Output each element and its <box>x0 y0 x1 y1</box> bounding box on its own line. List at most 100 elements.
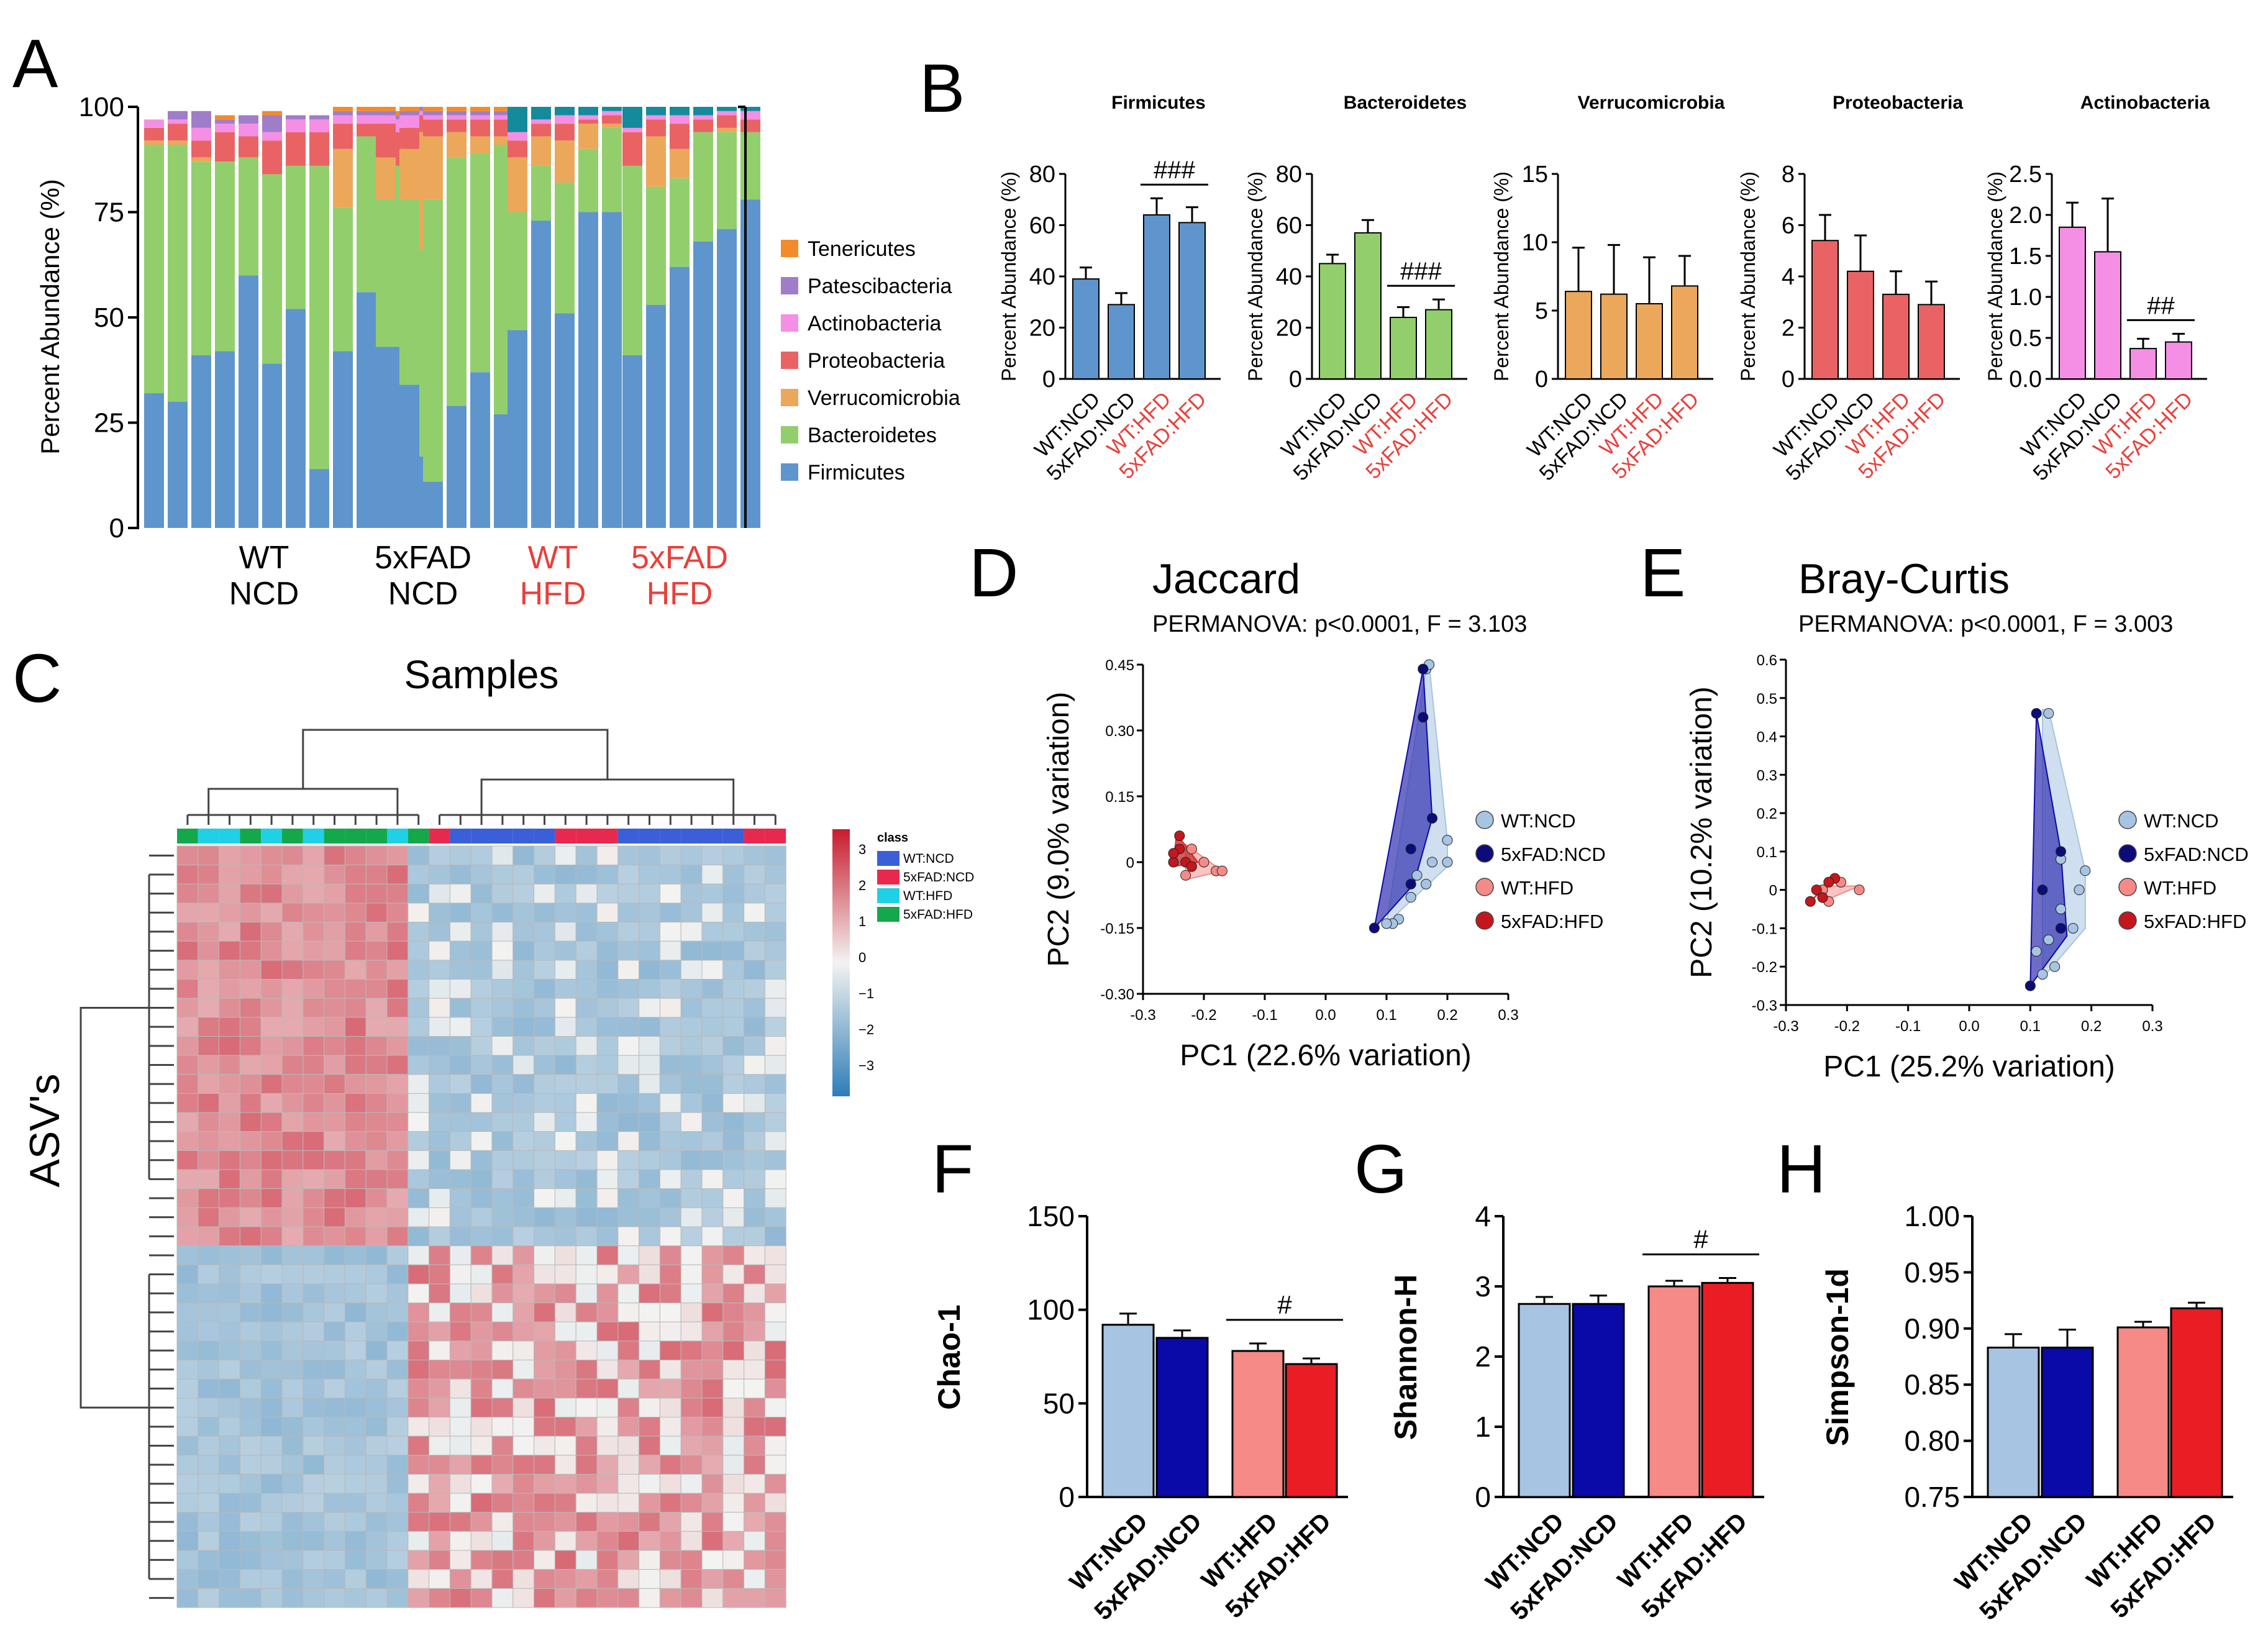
legend-label: WT:HFD <box>2144 877 2216 899</box>
y-tick-label: 100 <box>79 92 124 122</box>
stack-segment-bacteroidetes <box>555 183 575 314</box>
stack-segment-other <box>717 107 737 111</box>
heatmap-cell <box>219 1169 240 1189</box>
heatmap-cell <box>491 1340 514 1361</box>
heatmap-cell <box>575 960 598 980</box>
heatmap-cell <box>219 1207 240 1227</box>
heatmap-cell <box>491 1321 514 1342</box>
y-tick-label: 75 <box>94 198 124 228</box>
heatmap-cell <box>554 1074 576 1094</box>
class-strip-cell <box>639 829 660 844</box>
heatmap-cell <box>701 1360 724 1380</box>
heatmap-cell <box>386 1188 409 1208</box>
heatmap-cell <box>303 1264 325 1285</box>
heatmap-cell <box>344 940 367 961</box>
heatmap-cell <box>722 1112 745 1132</box>
heatmap-cell <box>344 1017 367 1037</box>
stack-segment-other <box>622 107 642 128</box>
data-point <box>1186 861 1197 872</box>
y-axis-label: Shannon-H <box>1388 1275 1423 1440</box>
heatmap-cell <box>617 940 640 961</box>
heatmap-cell <box>260 1036 283 1056</box>
heatmap-cell <box>303 1493 325 1513</box>
heatmap-cell <box>617 1588 640 1608</box>
stack-segment-firmicutes <box>646 304 666 528</box>
heatmap-cell <box>744 883 765 904</box>
heatmap-cell <box>408 1360 430 1380</box>
legend-label: Firmicutes <box>808 461 905 484</box>
heatmap-cell <box>239 1321 262 1342</box>
stack-segment-actinobacteria <box>376 115 396 124</box>
heatmap-cell <box>303 1074 325 1094</box>
heatmap-cell <box>198 1017 220 1037</box>
y-tick-label: 50 <box>94 302 124 333</box>
stack-segment-firmicutes <box>168 401 188 528</box>
heatmap-cell <box>344 1188 367 1208</box>
heatmap-cell <box>764 1131 786 1151</box>
y-tick-label: 8 <box>1782 161 1795 188</box>
heatmap-cell <box>198 845 220 866</box>
heatmap-cell <box>429 998 450 1018</box>
heatmap-cell <box>744 1588 765 1608</box>
heatmap-cell <box>722 1245 745 1265</box>
heatmap-cell <box>429 1569 450 1589</box>
heatmap-cell <box>324 1112 345 1132</box>
heatmap-cell <box>764 979 786 999</box>
heatmap-cell <box>534 883 555 904</box>
heatmap-cell <box>554 1550 576 1570</box>
heatmap-cell <box>701 979 724 999</box>
heatmap-cell <box>554 903 576 923</box>
heatmap-cell <box>659 1473 681 1494</box>
heatmap-cell <box>680 1036 703 1056</box>
heatmap-cell <box>324 1207 345 1227</box>
heatmap-cell <box>429 1378 450 1399</box>
heatmap-cell <box>198 1036 220 1056</box>
heatmap-cell <box>575 1493 598 1513</box>
heatmap-cell <box>722 1169 745 1189</box>
heatmap-cell <box>534 1226 555 1247</box>
stack-segment-proteobacteria <box>357 124 376 137</box>
heatmap-cell <box>303 1169 325 1189</box>
heatmap-cell <box>408 1588 430 1608</box>
heatmap-cell <box>617 1512 640 1532</box>
legend-title: class <box>877 831 908 845</box>
heatmap-cell <box>554 1207 576 1227</box>
colorbar-tick: −2 <box>858 1022 874 1037</box>
heatmap-cell <box>198 1226 220 1247</box>
heatmap-cell <box>554 940 576 961</box>
heatmap-cell <box>639 1207 660 1227</box>
heatmap-cell <box>722 865 745 885</box>
heatmap-cell <box>639 1074 660 1094</box>
stack-segment-patescibacteria <box>470 111 490 116</box>
heatmap-cell <box>198 1264 220 1285</box>
heatmap-cell <box>575 1569 598 1589</box>
heatmap-cell <box>744 1131 765 1151</box>
heatmap-cell <box>639 865 660 885</box>
heatmap-cell <box>764 960 786 980</box>
heatmap-cell <box>575 1188 598 1208</box>
stack-segment-firmicutes <box>333 351 353 528</box>
stack-segment-bacteroidetes <box>602 127 622 212</box>
heatmap-cell <box>219 1093 240 1113</box>
data-point <box>2024 980 2036 991</box>
stack-segment-proteobacteria <box>670 124 690 149</box>
heatmap-cell <box>219 1398 240 1418</box>
heatmap-cell <box>617 1055 640 1075</box>
class-strip-cell <box>617 829 639 844</box>
heatmap-cell <box>722 1473 745 1494</box>
data-point <box>1442 835 1453 846</box>
heatmap-cell <box>344 1417 367 1437</box>
heatmap-cell <box>429 1512 450 1532</box>
heatmap-cell <box>239 1283 262 1304</box>
heatmap-cell <box>198 979 220 999</box>
heatmap-cell <box>534 1512 555 1532</box>
heatmap-cell <box>386 845 409 866</box>
stack-segment-patescibacteria <box>286 115 306 120</box>
heatmap-cell <box>639 922 660 942</box>
heatmap-cell <box>219 1036 240 1056</box>
heatmap-cell <box>680 1530 703 1551</box>
heatmap-cell <box>575 1398 598 1418</box>
heatmap-cell <box>659 1036 681 1056</box>
heatmap-cell <box>596 1378 619 1399</box>
